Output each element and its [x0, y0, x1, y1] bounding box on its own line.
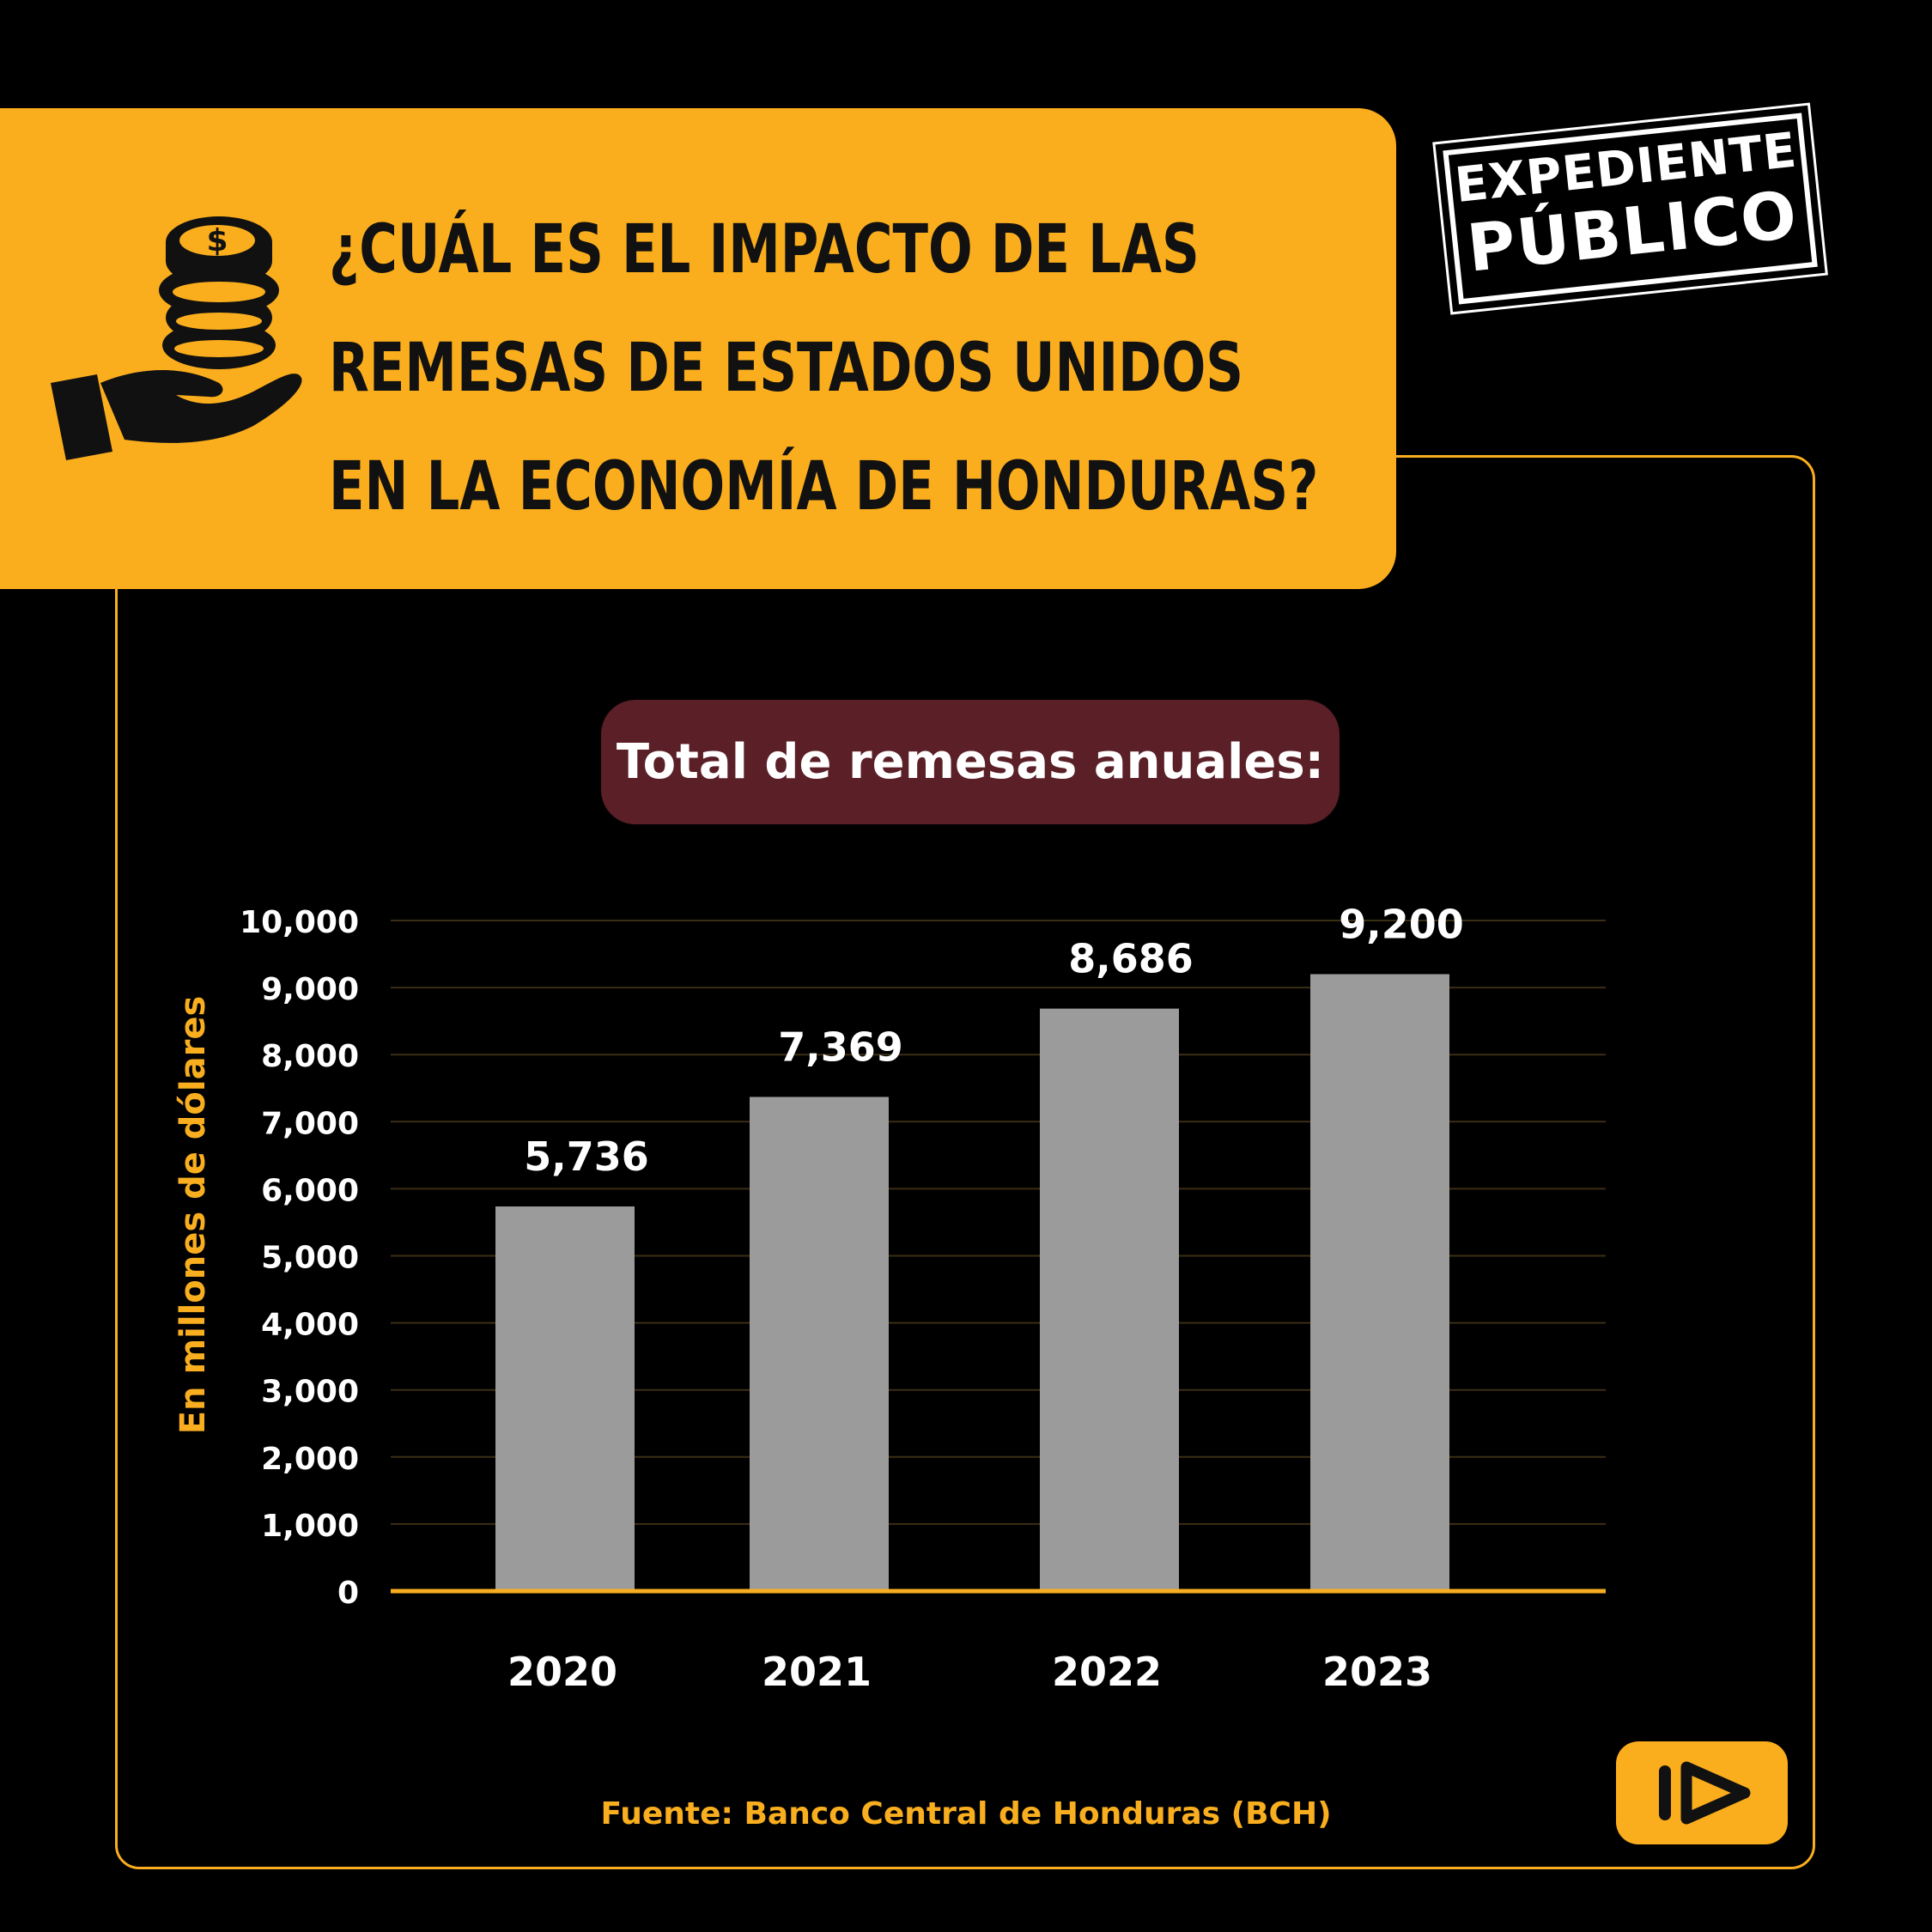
y-tick-label: 3,000 [261, 1375, 359, 1410]
y-tick-label: 0 [337, 1576, 359, 1611]
y-tick-label: 1,000 [261, 1509, 359, 1544]
bar [1040, 1008, 1179, 1591]
data-label: 5,736 [524, 1133, 649, 1180]
chart-title-pill: Total de remesas anuales: [601, 700, 1340, 824]
hand-with-coins-icon: $ [51, 216, 302, 460]
y-tick-label: 6,000 [261, 1173, 359, 1208]
source-note: Fuente: Banco Central de Honduras (BCH) [600, 1796, 1332, 1832]
x-tick-label: 2023 [1322, 1649, 1432, 1695]
bar [750, 1097, 889, 1591]
bar [495, 1206, 635, 1591]
chart-title: Total de remesas anuales: [616, 734, 1325, 790]
y-tick-label: 9,000 [261, 972, 359, 1007]
y-tick-label: 2,000 [261, 1442, 359, 1477]
data-label: 8,686 [1068, 936, 1194, 982]
page-title: ¿CUÁL ES EL IMPACTO DE LAS REMESAS DE ES… [329, 191, 1319, 546]
y-axis-label: En millones de dólares [173, 996, 213, 1435]
x-tick-label: 2021 [762, 1649, 872, 1695]
next-button[interactable] [1616, 1741, 1788, 1844]
next-arrow-icon [1659, 1761, 1751, 1825]
x-tick-label: 2020 [507, 1649, 617, 1695]
x-tick-label: 2022 [1052, 1649, 1162, 1695]
y-tick-label: 4,000 [261, 1308, 359, 1343]
y-tick-label: 7,000 [261, 1106, 359, 1141]
title-line-2: REMESAS DE ESTADOS UNIDOS [329, 330, 1244, 407]
bar [1310, 974, 1449, 1591]
title-line-3: EN LA ECONOMÍA DE HONDURAS? [329, 448, 1319, 526]
svg-text:$: $ [206, 223, 228, 258]
data-label: 7,369 [778, 1024, 903, 1070]
y-tick-label: 8,000 [261, 1039, 359, 1074]
y-tick-label: 10,000 [240, 905, 359, 940]
title-line-1: ¿CUÁL ES EL IMPACTO DE LAS [329, 211, 1200, 289]
data-label: 9,200 [1339, 901, 1464, 947]
y-tick-label: 5,000 [261, 1241, 359, 1276]
